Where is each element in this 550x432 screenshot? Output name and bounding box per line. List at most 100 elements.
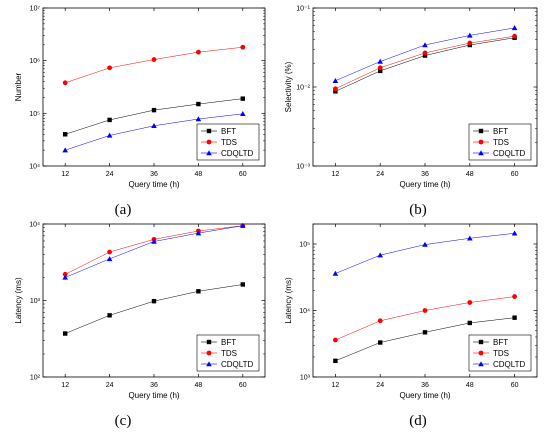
legend-label: CDQLTD (493, 360, 526, 369)
x-tick-label: 36 (150, 171, 158, 178)
series-line (65, 46, 243, 84)
y-tick-label: 10⁴ (29, 164, 40, 171)
data-point (422, 42, 428, 48)
data-point (195, 230, 202, 236)
data-point (333, 86, 338, 92)
series-line (65, 225, 243, 275)
x-tick-label: 36 (421, 171, 429, 178)
y-tick-label: 10⁵ (29, 111, 40, 118)
data-point (240, 282, 245, 287)
data-point (377, 318, 383, 324)
data-point (467, 320, 472, 326)
data-point (512, 33, 517, 39)
data-point (107, 313, 112, 318)
data-point (240, 44, 246, 50)
data-point (240, 222, 246, 228)
data-point (107, 117, 112, 123)
y-tick-label: 10⁷ (30, 6, 41, 13)
data-point (478, 361, 484, 367)
series-line (65, 225, 243, 278)
data-point (511, 230, 518, 236)
x-tick-label: 12 (61, 382, 69, 389)
data-point (467, 40, 473, 46)
x-tick-label: 48 (195, 171, 203, 178)
data-point (196, 289, 201, 294)
x-tick-label: 60 (239, 382, 247, 389)
panel-label: (c) (115, 413, 132, 429)
data-point (467, 32, 473, 38)
chart-panel: 12 24 36 48 60 10⁴ 10⁵ 10⁶ 10⁷ Query time (h) Numb… (14, 6, 266, 218)
data-point (206, 339, 212, 345)
data-point (478, 350, 484, 356)
chart-panel: 12 24 36 48 60 10⁻³ 10⁻² 10⁻¹ Query time (h) Sele… (284, 6, 538, 218)
data-point (63, 331, 68, 336)
y-tick-label: 10⁴ (29, 222, 40, 229)
legend-label: TDS (221, 349, 237, 358)
series-line (65, 284, 243, 334)
legend-label: BFT (493, 127, 508, 136)
data-point (333, 89, 338, 94)
x-tick-label: 36 (150, 382, 158, 389)
data-point (333, 337, 338, 343)
data-point (478, 128, 484, 134)
data-point (332, 270, 339, 276)
data-point (151, 122, 157, 128)
x-tick-label: 60 (239, 171, 247, 178)
y-tick-label: 10⁻³ (296, 164, 310, 171)
data-point (196, 101, 201, 107)
panel-label: (b) (409, 202, 427, 218)
data-point (151, 298, 157, 304)
legend-label: BFT (221, 338, 236, 347)
data-point (377, 58, 383, 64)
data-point (478, 339, 484, 345)
y-tick-label: 10⁶ (29, 58, 40, 65)
x-axis-label: Query time (h) (399, 391, 450, 400)
data-point (240, 96, 245, 101)
data-point (377, 252, 383, 258)
x-tick-label: 60 (511, 382, 519, 389)
legend-label: TDS (493, 349, 509, 358)
y-tick-label: 10⁻² (296, 85, 310, 92)
data-point (206, 139, 212, 145)
y-tick-label: 10² (30, 375, 41, 382)
data-point (196, 49, 201, 55)
data-point (332, 77, 339, 83)
x-axis-label: Query time (h) (128, 391, 179, 400)
x-tick-label: 60 (511, 171, 519, 178)
panel-label: (d) (409, 413, 427, 429)
y-tick-label: 10⁴ (299, 308, 310, 315)
data-point (62, 271, 68, 277)
legend-label: TDS (493, 138, 509, 147)
legend: BFT TDS CDQLTD (196, 334, 260, 372)
legend-label: CDQLTD (221, 360, 254, 369)
legend-label: CDQLTD (221, 149, 254, 158)
y-tick-label: 10⁵ (299, 242, 310, 249)
x-tick-label: 12 (332, 382, 340, 389)
data-point (422, 308, 428, 313)
data-point (106, 256, 113, 262)
data-point (422, 330, 428, 335)
data-point (511, 25, 518, 31)
x-axis-label: Query time (h) (399, 180, 450, 189)
legend-label: CDQLTD (493, 149, 526, 158)
x-tick-label: 12 (332, 171, 340, 178)
data-point (151, 107, 157, 113)
data-point (240, 110, 246, 116)
data-point (478, 139, 484, 145)
x-tick-label: 24 (106, 382, 114, 389)
legend: BFT TDS CDQLTD (468, 334, 532, 372)
legend: BFT TDS CDQLTD (196, 123, 260, 161)
y-axis-label: Number (14, 72, 23, 101)
x-tick-label: 48 (466, 171, 474, 178)
data-point (422, 53, 428, 58)
legend-label: BFT (221, 127, 236, 136)
data-point (206, 350, 212, 356)
x-tick-label: 12 (61, 171, 69, 178)
data-point (422, 241, 428, 247)
x-tick-label: 24 (376, 171, 384, 178)
x-axis-label: Query time (h) (128, 180, 179, 189)
x-tick-label: 24 (376, 382, 384, 389)
data-point (478, 150, 484, 156)
data-point (333, 358, 338, 364)
y-axis-label: Latency (ms) (284, 277, 293, 324)
